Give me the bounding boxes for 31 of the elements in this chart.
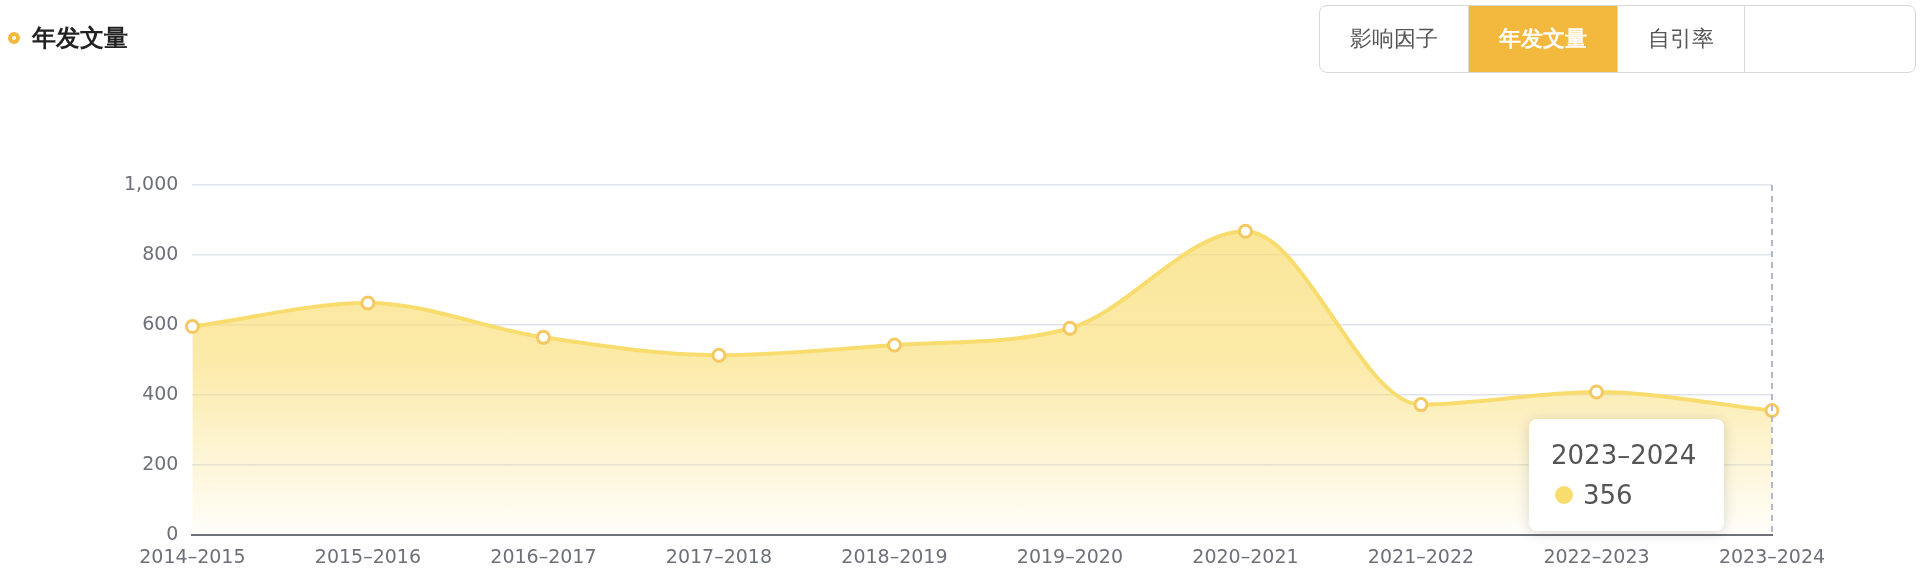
point <box>360 295 376 311</box>
x-tick-label: 2016–2017 <box>490 544 597 567</box>
x-tick-label: 2022–2023 <box>1543 544 1650 567</box>
x-tick-label: 2017–2018 <box>665 544 773 567</box>
x-tick-label: 2014–2015 <box>139 544 246 567</box>
y-tick-label: 600 <box>142 312 179 335</box>
point <box>535 329 551 345</box>
x-tick-label: 2020–2021 <box>1192 544 1299 567</box>
point <box>1237 223 1253 239</box>
y-tick-label: 0 <box>166 522 179 545</box>
y-tick-label: 400 <box>142 382 179 405</box>
text: 年发文量 <box>1468 6 1617 72</box>
point <box>711 347 727 363</box>
point <box>1062 320 1078 336</box>
annotation: 356 <box>1583 479 1633 510</box>
x-tick-label: 2018–2019 <box>841 544 948 567</box>
point <box>1413 397 1429 413</box>
y-tick-label: 1,000 <box>123 171 179 194</box>
point <box>184 318 200 334</box>
annotation: 2023–2024 <box>1551 439 1697 470</box>
y-tick-label: 800 <box>142 241 179 264</box>
x-tick-label: 2021–2022 <box>1367 544 1475 567</box>
text: 自引率 <box>1617 6 1744 72</box>
x-tick-label: 2019–2020 <box>1016 544 1124 567</box>
chart-title: 年发文量 <box>32 23 128 54</box>
point <box>1588 384 1604 400</box>
point <box>886 337 902 353</box>
x-tick-label: 2015–2016 <box>314 544 422 567</box>
y-tick-label: 200 <box>142 452 179 475</box>
x-tick-label: 2023–2024 <box>1718 544 1826 567</box>
text: 影响因子 <box>1349 25 1439 53</box>
